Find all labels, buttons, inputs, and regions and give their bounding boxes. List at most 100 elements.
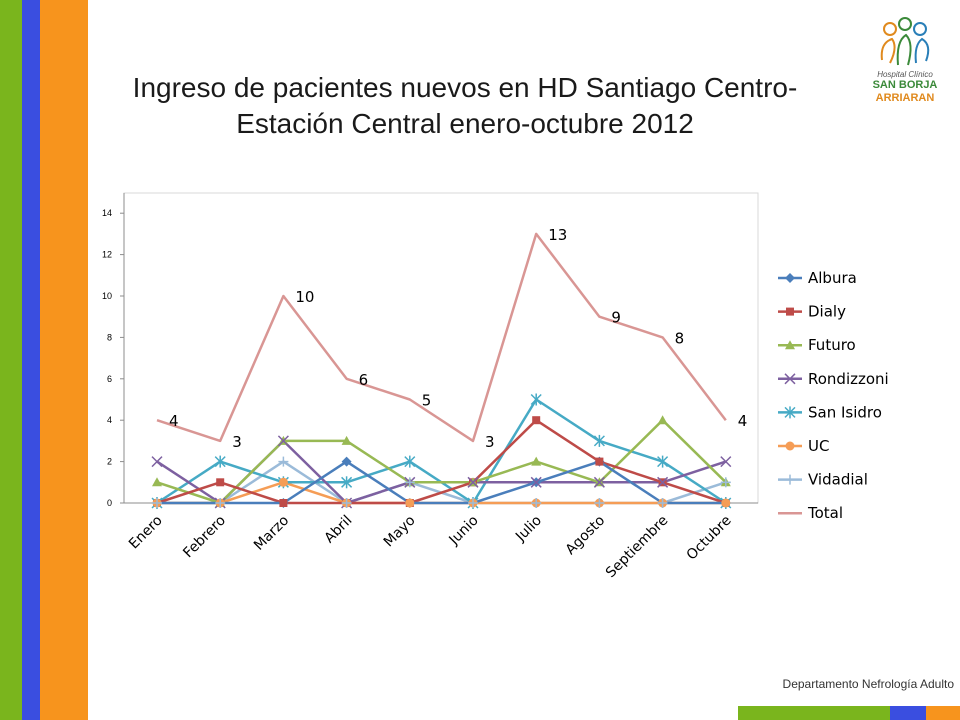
data-label-total-octubre: 4 [738, 412, 748, 430]
x-tick-label-septiembre: Septiembre [603, 513, 672, 582]
legend-item-albura: Albura [778, 269, 857, 287]
point-vidadial-abril [341, 498, 352, 508]
point-vidadial-julio [531, 498, 542, 508]
x-tick-label-marzo: Marzo [251, 513, 292, 554]
legend-label-uc: UC [808, 437, 829, 455]
left-orange-bar [40, 0, 88, 720]
point-vidadial-junio [468, 498, 478, 508]
point-san-isidro-septiembre [657, 455, 669, 468]
point-rondizzoni-junio [467, 476, 479, 488]
point-uc-octubre [721, 498, 731, 508]
point-san-isidro-mayo [404, 455, 416, 468]
y-tick-label: 8 [107, 332, 112, 342]
logo-line-1: Hospital Clínico [877, 70, 933, 79]
series-line-albura [157, 460, 726, 505]
legend-label-futuro: Futuro [808, 336, 856, 354]
y-tick-label: 0 [107, 498, 112, 508]
point-dialy-febrero [216, 478, 225, 487]
legend-item-total: Total [778, 504, 843, 522]
point-rondizzoni-agosto [593, 476, 605, 488]
point-vidadial-septiembre [657, 498, 668, 508]
legend-item-futuro: Futuro [778, 336, 856, 354]
data-label-total-junio: 3 [485, 433, 495, 451]
legend-item-rondizzoni: Rondizzoni [778, 370, 889, 388]
point-rondizzoni-septiembre [657, 476, 669, 488]
series-line-futuro [156, 418, 727, 505]
data-label-total-enero: 4 [169, 412, 179, 430]
point-san-isidro-julio [530, 393, 542, 406]
logo-figures-icon [880, 17, 930, 66]
point-vidadial-octubre [720, 477, 731, 488]
data-label-total-febrero: 3 [232, 433, 242, 451]
point-vidadial-mayo [404, 477, 415, 488]
point-futuro-septiembre [657, 415, 668, 425]
point-futuro-enero [152, 477, 162, 487]
point-san-isidro-abril [341, 476, 353, 489]
legend-label-rondizzoni: Rondizzoni [808, 370, 889, 388]
x-tick-label-junio: Junio [446, 513, 482, 549]
x-tick-label-mayo: Mayo [381, 513, 419, 551]
point-rondizzoni-marzo [277, 435, 289, 447]
data-label-total-marzo: 10 [295, 288, 314, 306]
bottom-blue-strip [890, 706, 926, 720]
legend-label-vidadial: Vidadial [808, 471, 868, 489]
point-rondizzoni-octubre [720, 456, 732, 468]
slide-title: Ingreso de pacientes nuevos en HD Santia… [132, 72, 798, 139]
point-vidadial-enero [152, 498, 162, 508]
left-green-bar [0, 0, 22, 720]
logo-line-2: SAN BORJA [872, 79, 938, 91]
y-tick-label: 14 [102, 208, 112, 218]
point-vidadial-marzo [278, 456, 289, 467]
y-tick-label: 10 [102, 291, 112, 301]
legend-marker-san-isidro [784, 406, 796, 419]
legend-marker-vidadial [785, 474, 795, 485]
point-san-isidro-agosto [593, 434, 605, 447]
legend-label-total: Total [807, 504, 843, 522]
legend-marker-albura [785, 273, 795, 283]
left-blue-bar [22, 0, 40, 720]
legend-marker-futuro [785, 340, 795, 350]
hospital-logo: Hospital Clínico SAN BORJA ARRIARAN [860, 15, 950, 105]
point-rondizzoni-julio [530, 476, 542, 488]
y-tick-label: 4 [107, 415, 112, 425]
point-dialy-agosto [595, 457, 604, 466]
legend-item-uc: UC [778, 437, 829, 455]
footer-department: Departamento Nefrología Adulto [782, 677, 954, 691]
legend-label-albura: Albura [808, 269, 857, 287]
point-vidadial-febrero [215, 498, 226, 508]
legend-item-vidadial: Vidadial [778, 471, 868, 489]
point-rondizzoni-enero [151, 456, 163, 468]
point-vidadial-agosto [594, 498, 605, 508]
legend-marker-uc [785, 441, 795, 451]
point-uc-mayo [405, 498, 415, 508]
point-futuro-abril [341, 435, 352, 445]
legend-label-dialy: Dialy [808, 303, 846, 321]
x-tick-label-octubre: Octubre [684, 513, 735, 564]
legend-label-san-isidro: San Isidro [808, 403, 882, 421]
x-tick-label-enero: Enero [126, 513, 166, 553]
point-san-isidro-febrero [214, 455, 226, 468]
legend-marker-dialy [786, 307, 794, 316]
y-tick-label: 6 [107, 374, 112, 384]
data-label-total-abril: 6 [359, 371, 369, 389]
point-dialy-marzo [279, 499, 288, 507]
logo-line-3: ARRIARAN [875, 92, 935, 104]
data-label-total-septiembre: 8 [675, 329, 685, 347]
series-line-dialy [156, 418, 727, 505]
data-label-total-julio: 13 [548, 226, 567, 244]
point-albura-abril [341, 456, 352, 467]
point-futuro-julio [531, 456, 542, 466]
data-label-total-agosto: 9 [611, 309, 621, 327]
legend-item-san-isidro: San Isidro [778, 403, 882, 421]
bottom-green-strip [738, 706, 890, 720]
y-tick-label: 2 [107, 457, 112, 467]
legend-item-dialy: Dialy [778, 303, 846, 321]
legend-marker-rondizzoni [784, 373, 796, 385]
data-label-total-mayo: 5 [422, 392, 432, 410]
series-line-total [156, 232, 727, 443]
x-tick-label-febrero: Febrero [180, 513, 229, 562]
point-uc-marzo [278, 477, 288, 487]
x-tick-label-abril: Abril [321, 513, 355, 547]
bottom-orange-strip [926, 706, 960, 720]
